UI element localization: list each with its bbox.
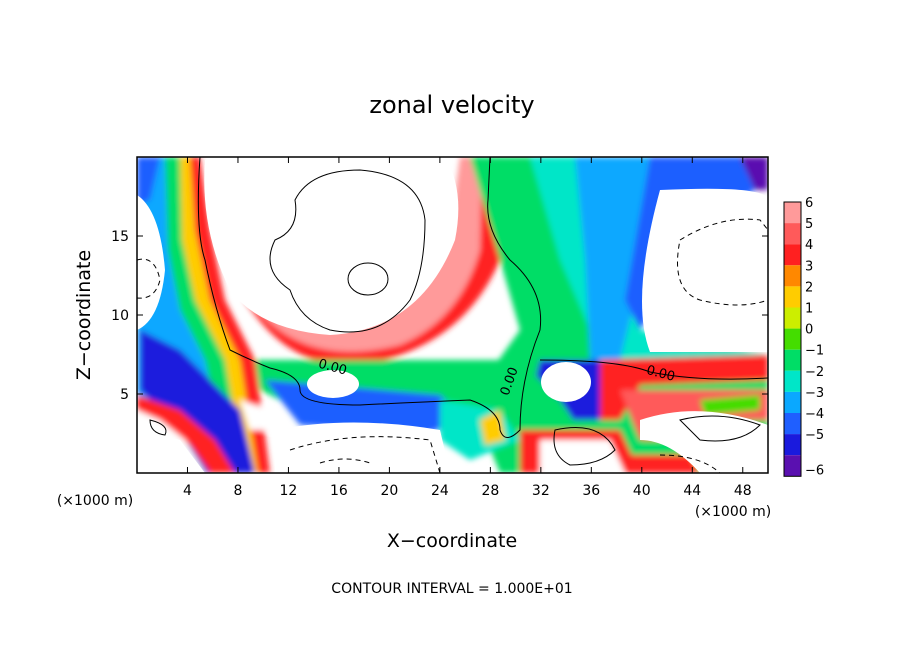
colorbar-label: 6 xyxy=(805,196,813,211)
x-tick-label: 40 xyxy=(633,483,651,499)
colorbar-swatch xyxy=(784,455,801,477)
x-tick-label: 48 xyxy=(734,483,752,499)
colorbar-label: −2 xyxy=(805,365,824,380)
y-axis-label: Z−coordinate xyxy=(73,250,95,380)
x-tick-label: 36 xyxy=(582,483,600,499)
colorbar-label: 3 xyxy=(805,259,813,274)
colorbar-swatch xyxy=(784,223,801,245)
colorbar-swatch xyxy=(784,328,801,350)
colorbar-label: −5 xyxy=(805,428,824,443)
x-unit-right: (×1000 m) xyxy=(695,504,771,520)
x-axis-label: X−coordinate xyxy=(387,530,517,552)
velocity-field: 0.00 0.000.00 xyxy=(137,157,768,473)
colorbar-label: −6 xyxy=(805,463,824,478)
colorbar-label: 0 xyxy=(805,323,813,338)
colorbar-label: −3 xyxy=(805,386,824,401)
x-tick-label: 20 xyxy=(380,483,398,499)
colorbar-swatch xyxy=(784,434,801,456)
colorbar-swatch xyxy=(784,286,801,308)
x-tick-label: 44 xyxy=(683,483,701,499)
x-tick-label: 4 xyxy=(183,483,192,499)
colorbar-label: 5 xyxy=(805,217,813,232)
x-tick-label: 12 xyxy=(280,483,298,499)
colorbar-label: 4 xyxy=(805,238,813,253)
colorbar-label: 1 xyxy=(805,302,813,317)
y-tick-label: 5 xyxy=(120,387,129,403)
colorbar-swatch xyxy=(784,265,801,287)
colorbar-swatch xyxy=(784,413,801,435)
x-tick-label: 28 xyxy=(481,483,499,499)
contour-interval-footer: CONTOUR INTERVAL = 1.000E+01 xyxy=(331,581,572,597)
colorbar-label: 2 xyxy=(805,280,813,295)
colorbar-label: −1 xyxy=(805,344,824,359)
contour-label: 0.00 xyxy=(317,357,349,379)
colorbar-label: −4 xyxy=(805,407,824,422)
colorbar-swatch xyxy=(784,370,801,392)
contour-label: 0.00 xyxy=(645,363,677,385)
y-tick-label: 10 xyxy=(111,308,129,324)
colorbar: 6 5 4 3 2 1 0 −1 −2 −3 −4 −5 −6 xyxy=(783,196,824,478)
x-unit-left: (×1000 m) xyxy=(57,493,133,509)
colorbar-swatch xyxy=(784,349,801,371)
x-tick-label: 32 xyxy=(532,483,550,499)
colorbar-swatch xyxy=(784,391,801,413)
x-tick-label: 8 xyxy=(233,483,242,499)
colorbar-swatch xyxy=(784,307,801,329)
x-tick-label: 16 xyxy=(330,483,348,499)
chart-title: zonal velocity xyxy=(369,91,534,119)
y-tick-label: 15 xyxy=(111,229,129,245)
colorbar-swatch xyxy=(784,202,801,224)
colorbar-swatch xyxy=(784,244,801,266)
x-tick-label: 24 xyxy=(431,483,449,499)
